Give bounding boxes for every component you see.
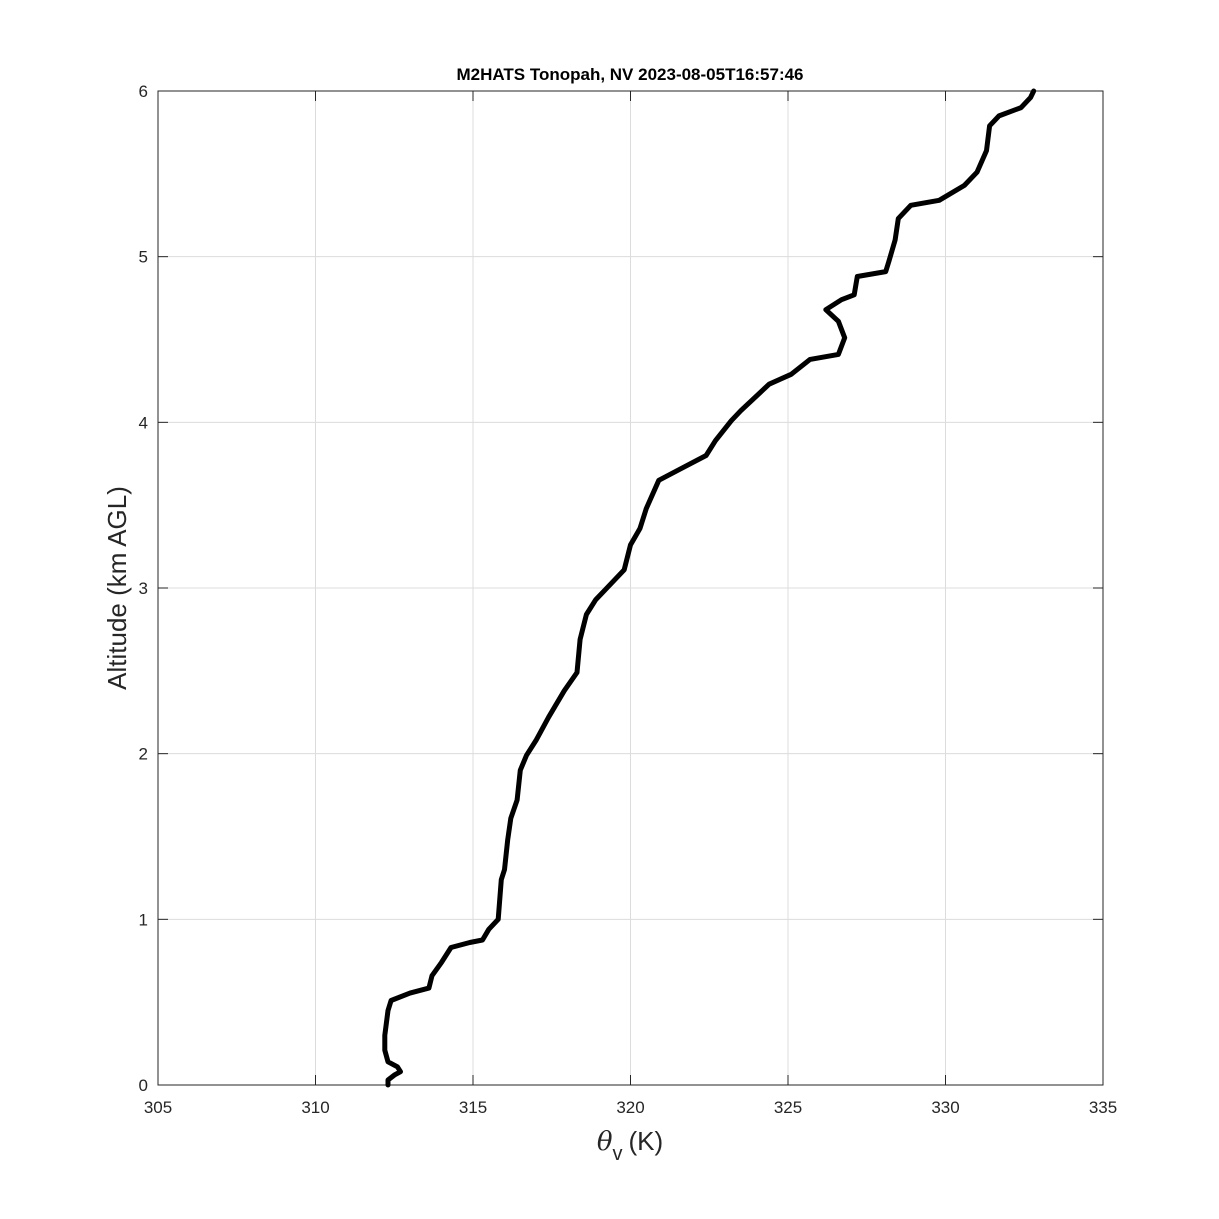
y-tick-label: 0 xyxy=(139,1076,148,1095)
x-tick-label: 310 xyxy=(301,1098,329,1117)
y-tick-label: 6 xyxy=(139,82,148,101)
y-axis-label: Altitude (km AGL) xyxy=(102,486,132,690)
y-tick-label: 4 xyxy=(139,413,148,432)
x-axis-subscript: v xyxy=(612,1143,622,1165)
x-tick-label: 335 xyxy=(1089,1098,1117,1117)
y-tick-label: 3 xyxy=(139,579,148,598)
x-axis-unit: (K) xyxy=(628,1126,663,1156)
x-axis-label: θv (K) xyxy=(597,1126,663,1165)
theta-v-profile-line xyxy=(382,88,1037,1088)
x-tick-label: 315 xyxy=(459,1098,487,1117)
x-tick-label: 305 xyxy=(144,1098,172,1117)
y-tick-label: 1 xyxy=(139,910,148,929)
chart-title: M2HATS Tonopah, NV 2023-08-05T16:57:46 xyxy=(456,65,803,84)
x-tick-label: 330 xyxy=(931,1098,959,1117)
y-tick-label: 5 xyxy=(139,248,148,267)
y-tick-label: 2 xyxy=(139,745,148,764)
grid xyxy=(157,90,1104,1086)
x-axis-symbol: θ xyxy=(597,1127,613,1157)
x-tick-label: 325 xyxy=(774,1098,802,1117)
ticks: 305 310 315 320 325 330 335 0 1 2 3 4 5 6 xyxy=(139,82,1118,1117)
x-tick-label: 320 xyxy=(616,1098,644,1117)
